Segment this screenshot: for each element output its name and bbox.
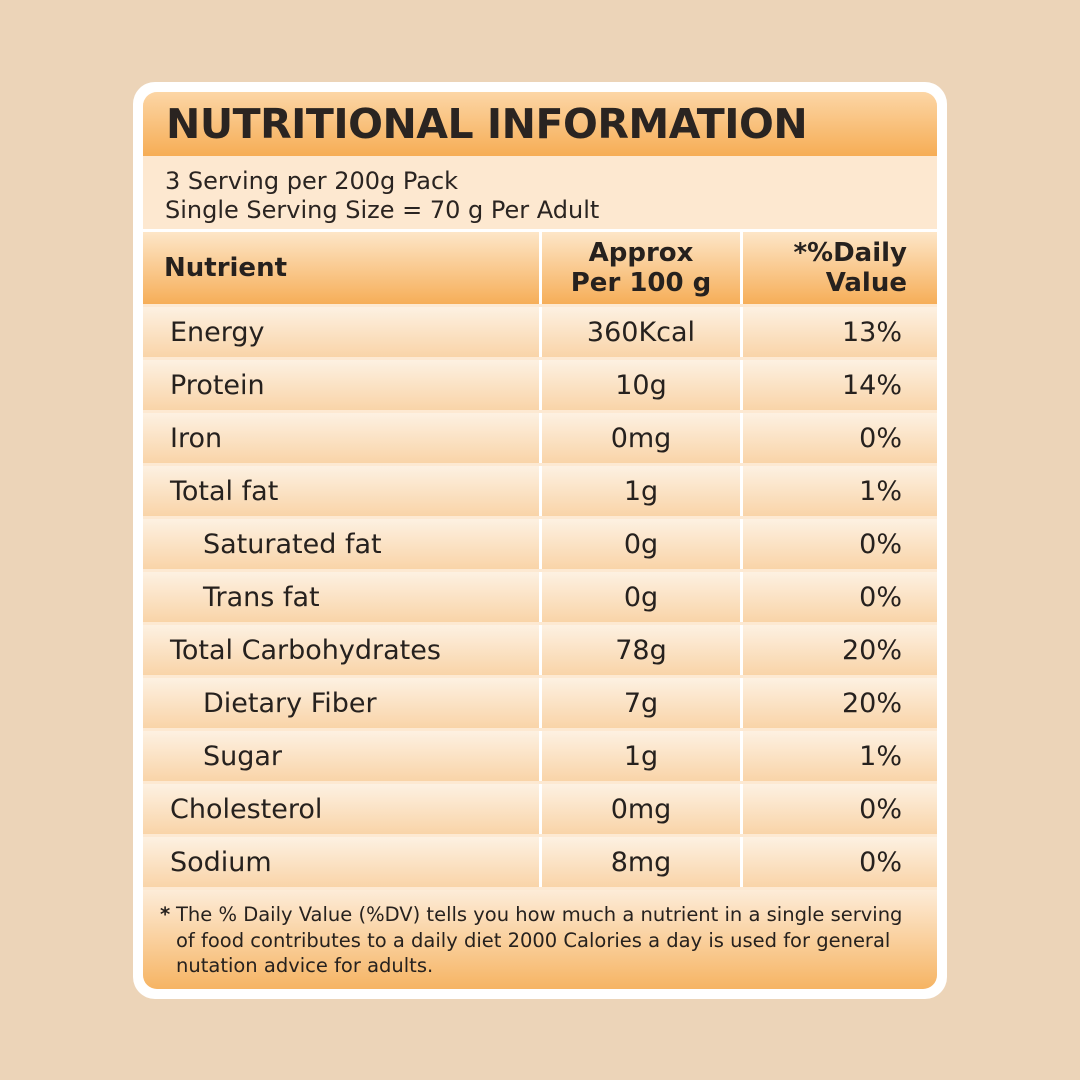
serving-per-pack: 3 Serving per 200g Pack xyxy=(165,167,459,195)
footnote: * The % Daily Value (%DV) tells you how … xyxy=(143,890,937,989)
nutrient-amount: 10g xyxy=(542,360,740,410)
nutrient-name: Iron xyxy=(143,413,539,463)
nutrient-name: Energy xyxy=(143,307,539,357)
nutrient-daily-value: 0% xyxy=(743,784,937,834)
nutrient-name: Sugar xyxy=(143,731,539,781)
nutrition-table: Nutrient Approx Per 100 g *%Daily Value … xyxy=(143,232,937,887)
nutrient-amount: 1g xyxy=(542,466,740,516)
header-daily-value: *%Daily Value xyxy=(743,232,937,304)
header-approx-line1: Approx xyxy=(588,238,694,268)
header-approx: Approx Per 100 g xyxy=(542,232,740,304)
nutrient-amount: 78g xyxy=(542,625,740,675)
nutrient-amount: 7g xyxy=(542,678,740,728)
serving-info: 3 Serving per 200g Pack Single Serving S… xyxy=(143,156,937,232)
nutrient-name: Saturated fat xyxy=(143,519,539,569)
table-row: Iron 0mg 0% xyxy=(143,413,937,463)
table-row: Total fat 1g 1% xyxy=(143,466,937,516)
nutrient-amount: 8mg xyxy=(542,837,740,887)
table-row: Total Carbohydrates 78g 20% xyxy=(143,625,937,675)
table-row: Sodium 8mg 0% xyxy=(143,837,937,887)
nutrient-daily-value: 1% xyxy=(743,731,937,781)
nutrient-amount: 0g xyxy=(542,572,740,622)
header-nutrient: Nutrient xyxy=(143,232,539,304)
header-dv-line2: Value xyxy=(825,268,907,298)
nutrient-daily-value: 20% xyxy=(743,678,937,728)
nutrient-name: Dietary Fiber xyxy=(143,678,539,728)
nutrient-name: Trans fat xyxy=(143,572,539,622)
nutrient-daily-value: 20% xyxy=(743,625,937,675)
nutrient-name: Cholesterol xyxy=(143,784,539,834)
nutrition-panel: NUTRITIONAL INFORMATION 3 Serving per 20… xyxy=(143,92,937,989)
table-row: Sugar 1g 1% xyxy=(143,731,937,781)
nutrient-daily-value: 1% xyxy=(743,466,937,516)
nutrient-daily-value: 0% xyxy=(743,837,937,887)
table-row: Dietary Fiber 7g 20% xyxy=(143,678,937,728)
table-header: Nutrient Approx Per 100 g *%Daily Value xyxy=(143,232,937,304)
nutrient-name: Total Carbohydrates xyxy=(143,625,539,675)
nutrient-daily-value: 13% xyxy=(743,307,937,357)
nutrient-name: Sodium xyxy=(143,837,539,887)
footnote-marker: * xyxy=(160,903,171,926)
nutrient-daily-value: 14% xyxy=(743,360,937,410)
nutrient-amount: 0mg xyxy=(542,784,740,834)
table-row: Cholesterol 0mg 0% xyxy=(143,784,937,834)
table-row: Trans fat 0g 0% xyxy=(143,572,937,622)
footnote-text: The % Daily Value (%DV) tells you how mu… xyxy=(176,903,903,977)
header-dv-line1: *%Daily xyxy=(793,238,907,268)
nutrient-daily-value: 0% xyxy=(743,572,937,622)
header-nutrient-label: Nutrient xyxy=(164,253,288,283)
nutrient-name: Total fat xyxy=(143,466,539,516)
table-row: Saturated fat 0g 0% xyxy=(143,519,937,569)
page-title: NUTRITIONAL INFORMATION xyxy=(166,100,808,148)
nutrient-amount: 0mg xyxy=(542,413,740,463)
table-row: Protein 10g 14% xyxy=(143,360,937,410)
header-approx-line2: Per 100 g xyxy=(570,268,712,298)
nutrient-daily-value: 0% xyxy=(743,519,937,569)
table-row: Energy 360Kcal 13% xyxy=(143,307,937,357)
nutrient-daily-value: 0% xyxy=(743,413,937,463)
nutrient-amount: 0g xyxy=(542,519,740,569)
nutrient-amount: 1g xyxy=(542,731,740,781)
table-body: Energy 360Kcal 13% Protein 10g 14% Iron 0mg 0% To… xyxy=(143,304,937,887)
nutrition-card: NUTRITIONAL INFORMATION 3 Serving per 20… xyxy=(133,82,947,999)
serving-size: Single Serving Size = 70 g Per Adult xyxy=(165,196,600,224)
nutrient-name: Protein xyxy=(143,360,539,410)
nutrient-amount: 360Kcal xyxy=(542,307,740,357)
title-bar: NUTRITIONAL INFORMATION xyxy=(143,92,937,156)
